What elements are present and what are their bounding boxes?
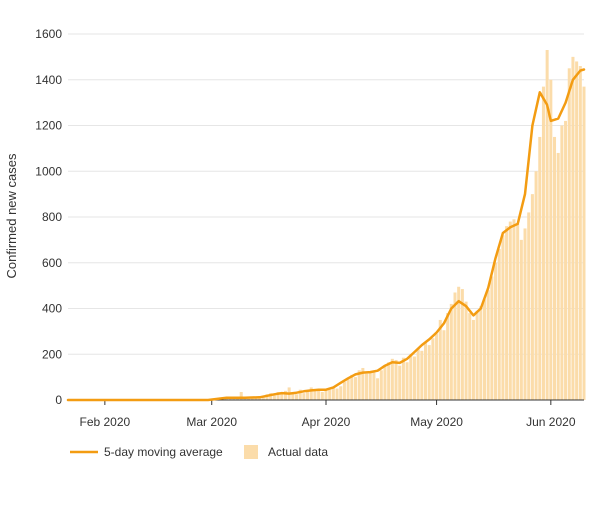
bar-actual-data: [428, 345, 431, 400]
bar-actual-data: [376, 378, 379, 400]
bar-actual-data: [391, 359, 394, 400]
bar-actual-data: [339, 386, 342, 400]
x-tick-label: Apr 2020: [302, 415, 351, 429]
bar-actual-data: [313, 391, 316, 400]
bar-actual-data: [280, 394, 283, 400]
legend-bar-swatch: [244, 445, 258, 459]
bar-actual-data: [549, 80, 552, 400]
bar-actual-data: [476, 311, 479, 400]
bar-actual-data: [306, 392, 309, 400]
bar-actual-data: [542, 87, 545, 400]
bar-actual-data: [328, 390, 331, 400]
x-tick-label: Mar 2020: [186, 415, 237, 429]
bar-actual-data: [579, 66, 582, 400]
bar-actual-data: [365, 374, 368, 400]
y-tick-label: 600: [42, 256, 62, 270]
legend-label-actual-data: Actual data: [268, 445, 328, 459]
bar-actual-data: [527, 212, 530, 400]
bar-actual-data: [564, 121, 567, 400]
bar-actual-data: [383, 366, 386, 400]
bar-actual-data: [336, 389, 339, 400]
bar-actual-data: [524, 228, 527, 400]
bar-actual-data: [343, 382, 346, 400]
bar-actual-data: [424, 343, 427, 400]
bar-actual-data: [535, 171, 538, 400]
bar-actual-data: [557, 153, 560, 400]
bar-actual-data: [417, 349, 420, 400]
bar-actual-data: [512, 219, 515, 400]
bar-actual-data: [468, 313, 471, 400]
bar-actual-data: [431, 338, 434, 400]
y-axis-title: Confirmed new cases: [4, 153, 19, 278]
bar-actual-data: [350, 375, 353, 400]
bar-actual-data: [465, 302, 468, 400]
bar-actual-data: [498, 249, 501, 400]
x-tick-label: Jun 2020: [526, 415, 576, 429]
bar-actual-data: [575, 61, 578, 400]
y-tick-label: 1400: [35, 73, 62, 87]
actual-data-bars: [203, 50, 586, 400]
bar-actual-data: [372, 371, 375, 400]
bar-actual-data: [560, 126, 563, 401]
bar-actual-data: [302, 393, 305, 400]
bar-actual-data: [295, 394, 298, 400]
legend-label-moving-average: 5-day moving average: [104, 445, 223, 459]
bar-actual-data: [347, 378, 350, 400]
bar-actual-data: [398, 366, 401, 400]
x-tick-label: Feb 2020: [79, 415, 130, 429]
bar-actual-data: [317, 390, 320, 400]
y-tick-label: 800: [42, 210, 62, 224]
y-tick-label: 1600: [35, 27, 62, 41]
bar-actual-data: [509, 222, 512, 400]
bar-actual-data: [531, 194, 534, 400]
y-tick-label: 200: [42, 347, 62, 361]
bar-actual-data: [479, 306, 482, 400]
bar-actual-data: [516, 224, 519, 400]
bar-actual-data: [273, 395, 276, 400]
bar-actual-data: [435, 334, 438, 400]
bar-actual-data: [494, 263, 497, 400]
bar-actual-data: [582, 87, 585, 400]
y-tick-label: 1000: [35, 164, 62, 178]
bar-actual-data: [439, 320, 442, 400]
bar-actual-data: [538, 137, 541, 400]
bar-actual-data: [483, 299, 486, 400]
y-tick-label: 1200: [35, 119, 62, 133]
bar-actual-data: [321, 392, 324, 400]
bar-actual-data: [453, 292, 456, 400]
bar-actual-data: [406, 362, 409, 400]
bar-actual-data: [501, 235, 504, 400]
bar-actual-data: [409, 354, 412, 400]
bar-actual-data: [520, 240, 523, 400]
y-tick-label: 0: [55, 393, 62, 407]
bar-actual-data: [472, 320, 475, 400]
bar-actual-data: [387, 362, 390, 400]
bar-actual-data: [571, 57, 574, 400]
bar-actual-data: [446, 313, 449, 400]
bar-actual-data: [332, 387, 335, 400]
bar-actual-data: [354, 377, 357, 400]
bar-actual-data: [420, 351, 423, 400]
y-tick-label: 400: [42, 302, 62, 316]
legend: 5-day moving average Actual data: [70, 445, 328, 459]
bar-actual-data: [380, 370, 383, 400]
x-tick-label: May 2020: [410, 415, 463, 429]
bar-actual-data: [402, 358, 405, 400]
bar-actual-data: [369, 373, 372, 400]
bar-actual-data: [413, 357, 416, 400]
bar-actual-data: [450, 304, 453, 400]
bar-actual-data: [568, 68, 571, 400]
bar-actual-data: [490, 276, 493, 400]
bar-actual-data: [505, 226, 508, 400]
bar-actual-data: [487, 290, 490, 400]
bar-actual-data: [553, 137, 556, 400]
bar-actual-data: [442, 330, 445, 400]
bar-actual-data: [395, 360, 398, 400]
